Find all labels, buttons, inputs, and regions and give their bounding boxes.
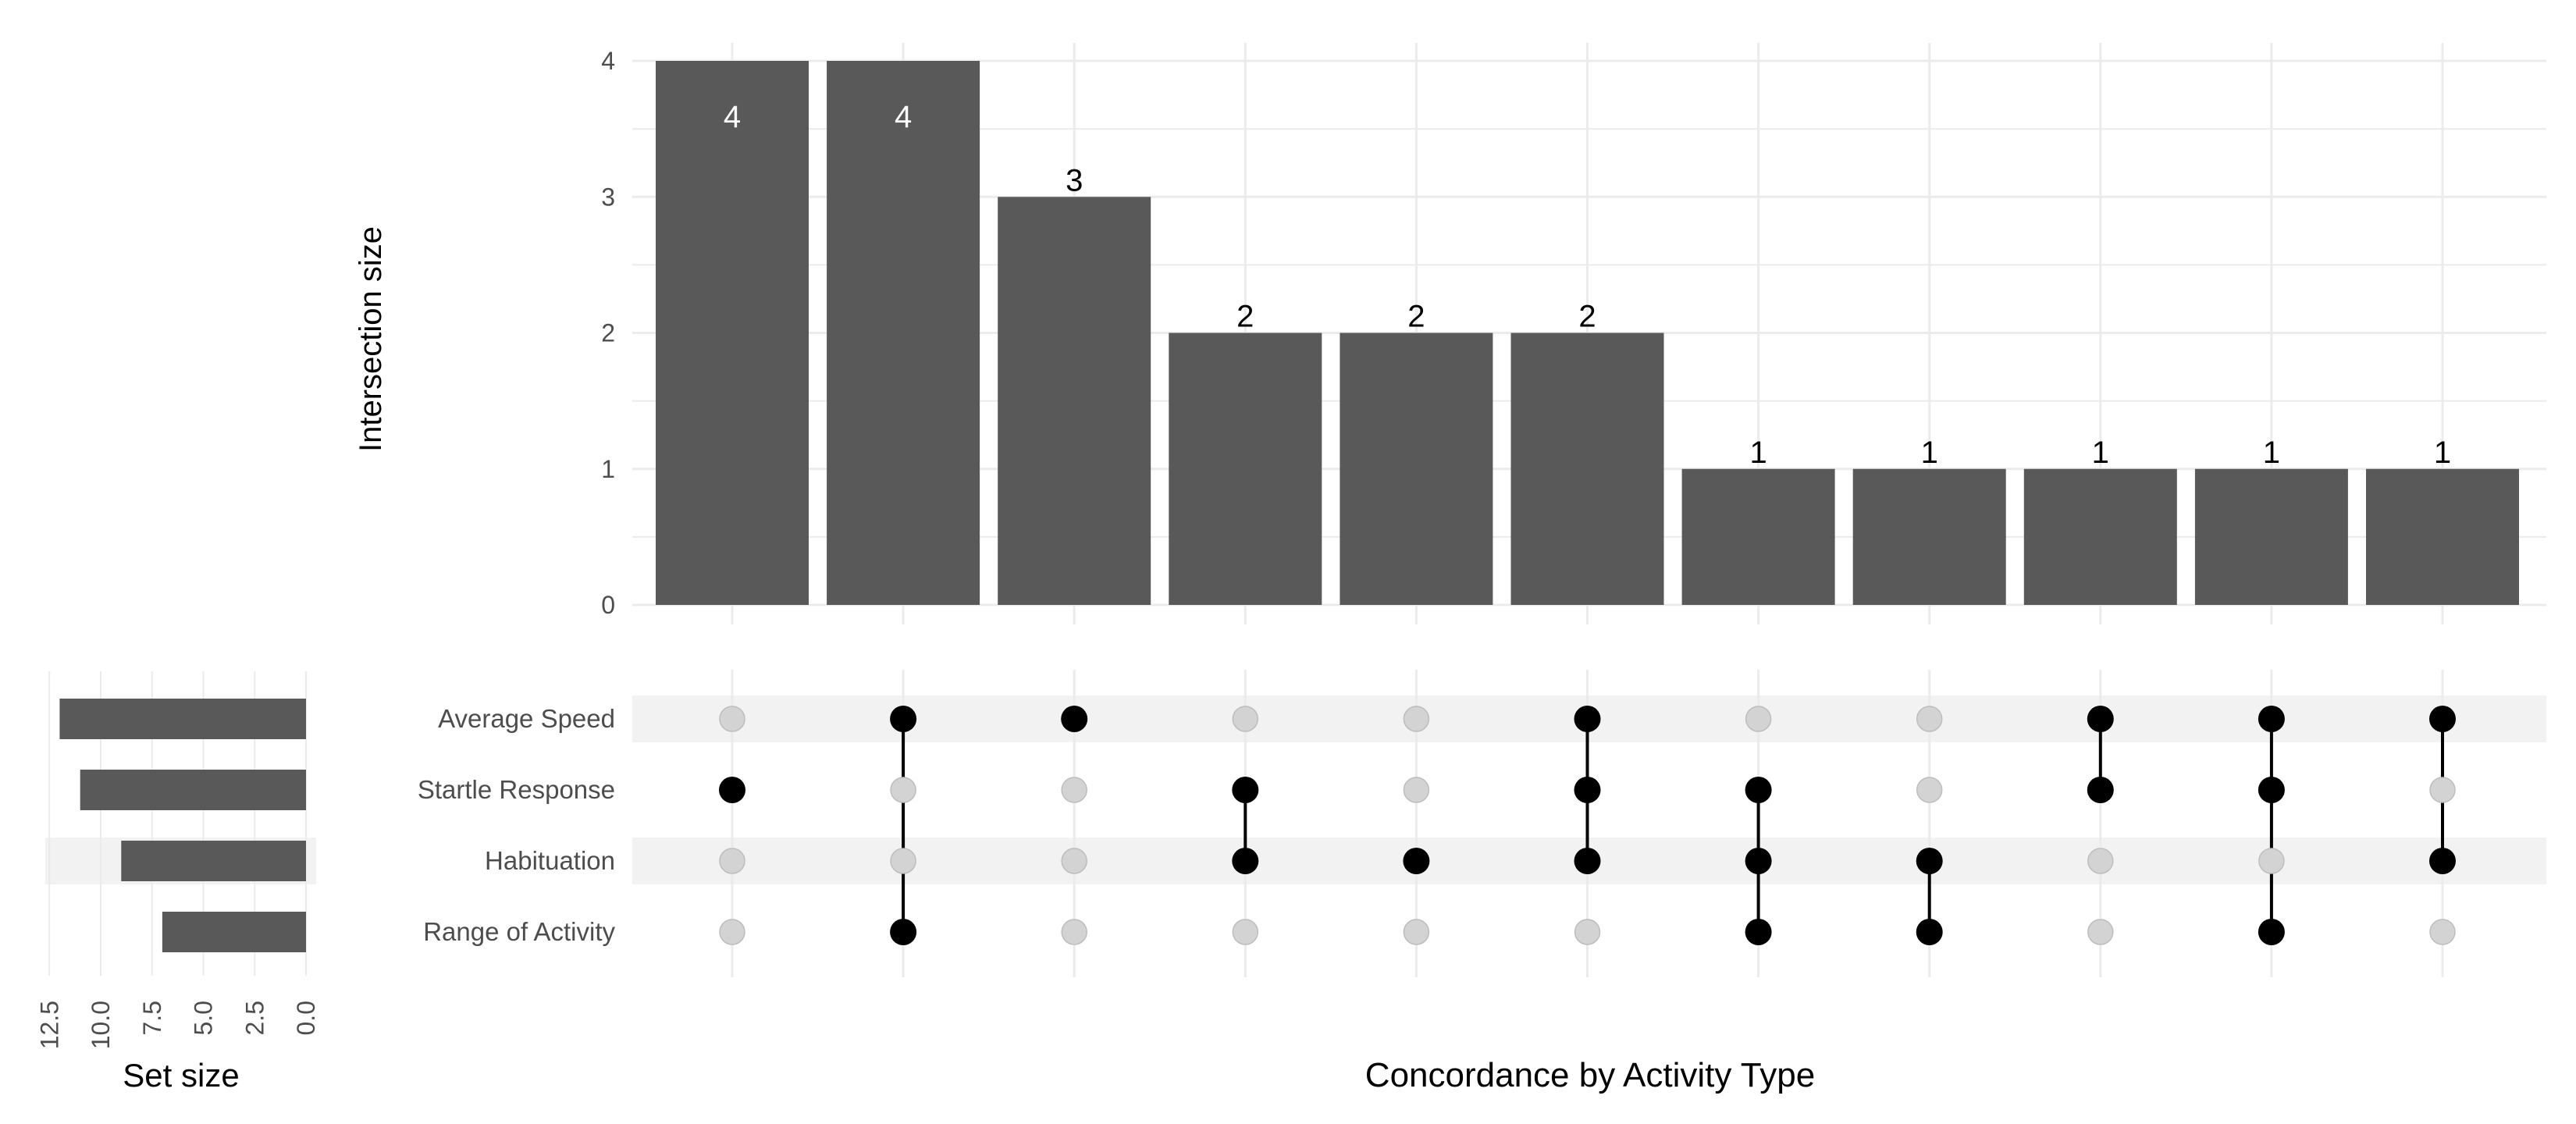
membership-dot-active: [1745, 777, 1772, 803]
membership-dot-active: [1574, 848, 1601, 874]
membership-dot-inactive: [719, 919, 745, 945]
bar-value-label: 4: [724, 100, 741, 134]
membership-dot-active: [1403, 848, 1430, 874]
chart-text: 0 1 2 3 4 Intersection size 4 4 3 2 2 2 1 1 1 1 1 Average…: [35, 47, 2451, 1094]
membership-dot-active: [719, 777, 745, 803]
y-tick-label: 1: [601, 455, 615, 483]
bar-value-label: 1: [1749, 436, 1767, 470]
set-name-label: Range of Activity: [423, 917, 615, 946]
y-tick-label: 0: [601, 591, 615, 619]
membership-dot-active: [1745, 919, 1772, 945]
setsize-tick-label: 5.0: [190, 1001, 218, 1035]
membership-dot-active: [2429, 706, 2456, 732]
membership-dot-inactive: [1061, 777, 1087, 803]
intersection-bar: [1852, 468, 2006, 605]
membership-dot-inactive: [2429, 777, 2456, 803]
bar-value-label: 1: [1921, 436, 1938, 470]
membership-dot-inactive: [1745, 706, 1772, 732]
membership-dot-active: [2087, 777, 2114, 803]
y-tick-label: 4: [601, 47, 615, 75]
membership-dot-inactive: [1403, 777, 1430, 803]
membership-dot-active: [2258, 777, 2285, 803]
membership-dot-inactive: [1232, 706, 1259, 732]
set-name-label: Startle Response: [418, 775, 615, 804]
intersection-bar: [1510, 333, 1664, 605]
x-axis-title: Concordance by Activity Type: [1365, 1056, 1815, 1094]
membership-dot-inactive: [1403, 706, 1430, 732]
intersection-bar: [998, 197, 1151, 605]
membership-dot-active: [1232, 777, 1259, 803]
membership-dot-active: [1916, 919, 1943, 945]
membership-dot-inactive: [1061, 848, 1087, 874]
set-name-label: Habituation: [485, 846, 615, 875]
membership-dot-inactive: [1574, 919, 1601, 945]
intersection-bar: [2366, 468, 2519, 605]
set-size-bar: [59, 699, 307, 739]
membership-dot-active: [1232, 848, 1259, 874]
membership-dot-active: [890, 706, 917, 732]
bar-value-label: 4: [895, 100, 912, 134]
membership-dot-active: [2087, 706, 2114, 732]
membership-dot-inactive: [890, 848, 916, 874]
membership-dot-inactive: [2087, 919, 2114, 945]
membership-dot-active: [890, 919, 917, 945]
set-size-bar: [162, 912, 306, 952]
set-name-label: Average Speed: [438, 704, 615, 733]
membership-dot-inactive: [2429, 919, 2456, 945]
setsize-tick-label: 2.5: [240, 1001, 269, 1035]
intersection-bars: [656, 61, 2519, 605]
membership-dot-active: [2258, 919, 2285, 945]
membership-dot-inactive: [1916, 777, 1943, 803]
bar-value-label: 1: [2092, 436, 2109, 470]
bar-value-label: 1: [2263, 436, 2280, 470]
membership-dot-inactive: [719, 706, 745, 732]
membership-dot-inactive: [719, 848, 745, 874]
setsize-tick-label: 10.0: [87, 1001, 115, 1049]
intersection-bar: [827, 61, 980, 605]
membership-dot-active: [2258, 706, 2285, 732]
membership-dot-inactive: [1061, 919, 1087, 945]
y-tick-label: 2: [601, 319, 615, 347]
set-size-bar: [121, 841, 306, 881]
bar-value-label: 2: [1236, 300, 1254, 334]
membership-dot-active: [2429, 848, 2456, 874]
y-tick-label: 3: [601, 183, 615, 211]
bar-value-label: 1: [2434, 436, 2451, 470]
membership-dot-inactive: [890, 777, 916, 803]
bar-value-label: 3: [1066, 163, 1083, 197]
intersection-bar: [2194, 468, 2348, 605]
membership-dot-active: [1745, 848, 1772, 874]
bar-value-label: 2: [1407, 300, 1425, 334]
bar-value-label: 2: [1578, 300, 1596, 334]
set-size-bar: [80, 770, 306, 810]
membership-dot-inactive: [1403, 919, 1430, 945]
membership-dot-inactive: [2258, 848, 2285, 874]
membership-dot-inactive: [1916, 706, 1943, 732]
membership-dot-active: [1574, 777, 1601, 803]
membership-dot-inactive: [2087, 848, 2114, 874]
intersection-bar: [1340, 333, 1493, 605]
membership-dot-inactive: [1232, 919, 1259, 945]
set-size-axis-title: Set size: [123, 1057, 239, 1094]
setsize-tick-label: 7.5: [138, 1001, 166, 1035]
y-axis-title: Intersection size: [354, 226, 388, 452]
intersection-bar: [656, 61, 809, 605]
setsize-tick-label: 0.0: [292, 1001, 320, 1035]
membership-dot-active: [1061, 706, 1088, 732]
setsize-tick-label: 12.5: [35, 1001, 63, 1049]
intersection-bar: [2023, 468, 2177, 605]
intersection-bar: [1169, 333, 1322, 605]
membership-dot-active: [1574, 706, 1601, 732]
membership-dot-active: [1916, 848, 1943, 874]
set-size-bars: [59, 699, 307, 952]
membership-matrix: [719, 706, 2456, 945]
intersection-bar: [1681, 468, 1835, 605]
